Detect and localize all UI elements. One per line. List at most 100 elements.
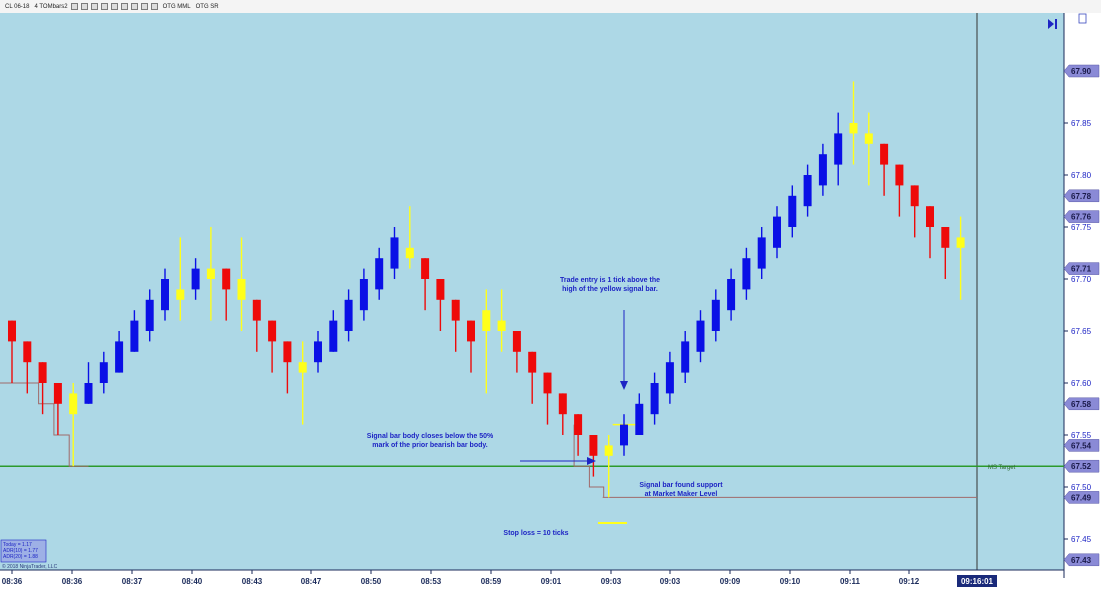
bar-type-selector[interactable]: 4 TOMbars2 (34, 3, 68, 10)
annotation-entry: high of the yellow signal bar. (562, 286, 658, 293)
price-marker (1063, 189, 1100, 203)
candle (880, 143, 889, 196)
y-tick-label: 67.50 (1071, 483, 1092, 492)
candle (237, 237, 246, 331)
otg-mml-button[interactable]: OTG MML (162, 3, 191, 10)
candle-body (604, 445, 613, 456)
chart-toolbar: CL 06-18 4 TOMbars2 OTG MML OTG SR (0, 0, 1101, 14)
candle (53, 383, 62, 435)
zoom-icon[interactable] (110, 3, 118, 10)
candle (329, 310, 338, 352)
candle-body (773, 216, 781, 248)
candle-body (344, 299, 353, 331)
candle-body (268, 320, 277, 342)
candle-body (252, 299, 261, 321)
signal-arrow-head (587, 457, 596, 465)
instrument-selector[interactable]: CL 06-18 (5, 3, 30, 10)
x-tick-label: 09:11 (840, 577, 861, 586)
candle-body (206, 268, 215, 279)
candle-body (482, 310, 491, 331)
candle-body (130, 320, 139, 352)
candle (69, 383, 78, 467)
x-tick-label: 09:01 (541, 577, 562, 586)
candle (635, 393, 644, 435)
candle-body (849, 123, 858, 134)
x-tick-label: 09:10 (780, 577, 801, 586)
candle-body (451, 299, 460, 321)
candle-body (436, 279, 445, 300)
candle-body (145, 299, 154, 331)
candle-body (53, 383, 62, 404)
pencil-icon[interactable] (80, 3, 88, 10)
stats-line: ADR(20) = 1.88 (3, 554, 38, 560)
candle-body (926, 206, 934, 227)
candle-body (283, 341, 292, 363)
annotation-entry: Trade entry is 1 tick above the (560, 277, 660, 284)
plot-area[interactable] (0, 13, 1064, 570)
candle (788, 185, 797, 238)
indicators-icon[interactable] (120, 3, 128, 10)
candle-body (237, 279, 246, 300)
current-time-badge (957, 575, 997, 587)
x-tick-label: 09:03 (660, 577, 681, 586)
candle-body (543, 372, 552, 394)
candle-body (359, 279, 368, 311)
panel-flag-icon[interactable] (1078, 13, 1087, 24)
candle-body (329, 320, 338, 352)
candle-body (834, 133, 843, 165)
y-tick-label: 67.70 (1071, 275, 1092, 284)
price-marker (1063, 397, 1100, 411)
candle-body (161, 279, 169, 311)
y-tick-label: 67.85 (1071, 119, 1092, 128)
bars-icon[interactable] (70, 3, 78, 10)
candle (574, 414, 583, 456)
price-marker (1063, 439, 1100, 452)
candle-body (298, 362, 307, 373)
candle-body (941, 227, 950, 248)
candle (941, 227, 950, 279)
candle (467, 320, 475, 373)
candle-body (99, 362, 108, 383)
candle (298, 341, 307, 425)
candle (497, 289, 506, 352)
x-tick-label: 08:59 (481, 577, 502, 586)
candle (742, 247, 751, 300)
price-marker-label: 67.78 (1071, 192, 1092, 201)
y-tick-label: 67.75 (1071, 223, 1092, 232)
annotation-signal: Signal bar body closes below the 50% (367, 433, 494, 440)
scroll-end-icon[interactable] (1048, 19, 1057, 29)
stats-box (0, 539, 47, 563)
price-marker (1063, 210, 1100, 223)
candle (176, 237, 185, 321)
candle (910, 185, 919, 238)
stats-line: Today = 1.17 (3, 542, 32, 548)
price-marker-label: 67.43 (1071, 556, 1092, 565)
price-marker-label: 67.54 (1071, 441, 1092, 450)
candle-body (421, 258, 430, 279)
candle (436, 279, 445, 331)
otg-sr-button[interactable]: OTG SR (195, 3, 219, 10)
x-tick-label: 08:43 (242, 577, 263, 586)
crosshair-icon[interactable] (100, 3, 108, 10)
candle-body (467, 320, 475, 342)
data-box-icon[interactable] (150, 3, 158, 10)
candle-body (528, 351, 537, 373)
candle (665, 351, 674, 404)
candle (528, 351, 537, 404)
price-chart[interactable]: MS Target Trade entry is 1 tick above th… (0, 13, 1101, 591)
candle (390, 227, 399, 279)
trailing-stop-line (573, 424, 605, 498)
candle (818, 143, 827, 196)
candle-body (727, 279, 736, 311)
candle-body (558, 393, 567, 415)
candle (375, 247, 384, 300)
x-tick-label: 08:47 (301, 577, 322, 586)
candle (604, 435, 613, 498)
candle (115, 331, 124, 373)
price-marker-label: 67.90 (1071, 67, 1092, 76)
copyright-label: © 2018 NinjaTrader, LLC (2, 563, 58, 570)
draw-tool-icon[interactable] (90, 3, 98, 10)
strategy-icon[interactable] (130, 3, 138, 10)
properties-icon[interactable] (140, 3, 148, 10)
candle-body (69, 393, 78, 415)
